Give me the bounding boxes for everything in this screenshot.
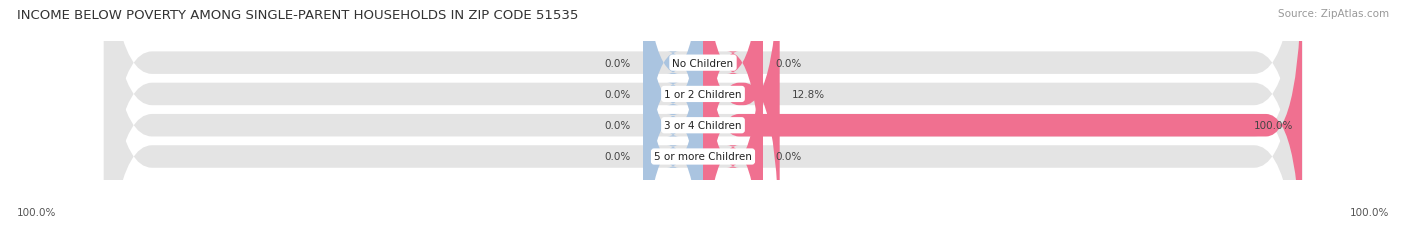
Text: 0.0%: 0.0%	[605, 121, 631, 131]
FancyBboxPatch shape	[643, 0, 703, 231]
Text: 100.0%: 100.0%	[1350, 207, 1389, 217]
Text: 100.0%: 100.0%	[1254, 121, 1294, 131]
Text: 100.0%: 100.0%	[17, 207, 56, 217]
FancyBboxPatch shape	[104, 0, 1302, 231]
Text: 0.0%: 0.0%	[775, 152, 801, 162]
Text: 0.0%: 0.0%	[775, 58, 801, 68]
Text: 12.8%: 12.8%	[792, 90, 825, 100]
Text: 1 or 2 Children: 1 or 2 Children	[664, 90, 742, 100]
FancyBboxPatch shape	[643, 0, 703, 231]
Text: INCOME BELOW POVERTY AMONG SINGLE-PARENT HOUSEHOLDS IN ZIP CODE 51535: INCOME BELOW POVERTY AMONG SINGLE-PARENT…	[17, 9, 578, 22]
Text: 0.0%: 0.0%	[605, 90, 631, 100]
FancyBboxPatch shape	[104, 0, 1302, 231]
FancyBboxPatch shape	[703, 0, 763, 231]
Text: Source: ZipAtlas.com: Source: ZipAtlas.com	[1278, 9, 1389, 19]
FancyBboxPatch shape	[703, 0, 763, 231]
Text: 0.0%: 0.0%	[605, 152, 631, 162]
FancyBboxPatch shape	[104, 0, 1302, 231]
Text: 0.0%: 0.0%	[605, 58, 631, 68]
Text: 5 or more Children: 5 or more Children	[654, 152, 752, 162]
FancyBboxPatch shape	[643, 0, 703, 231]
Text: 3 or 4 Children: 3 or 4 Children	[664, 121, 742, 131]
FancyBboxPatch shape	[703, 0, 1302, 231]
Text: No Children: No Children	[672, 58, 734, 68]
Legend: Single Father, Single Mother: Single Father, Single Mother	[596, 227, 810, 231]
FancyBboxPatch shape	[703, 0, 780, 231]
FancyBboxPatch shape	[104, 0, 1302, 231]
FancyBboxPatch shape	[643, 0, 703, 231]
